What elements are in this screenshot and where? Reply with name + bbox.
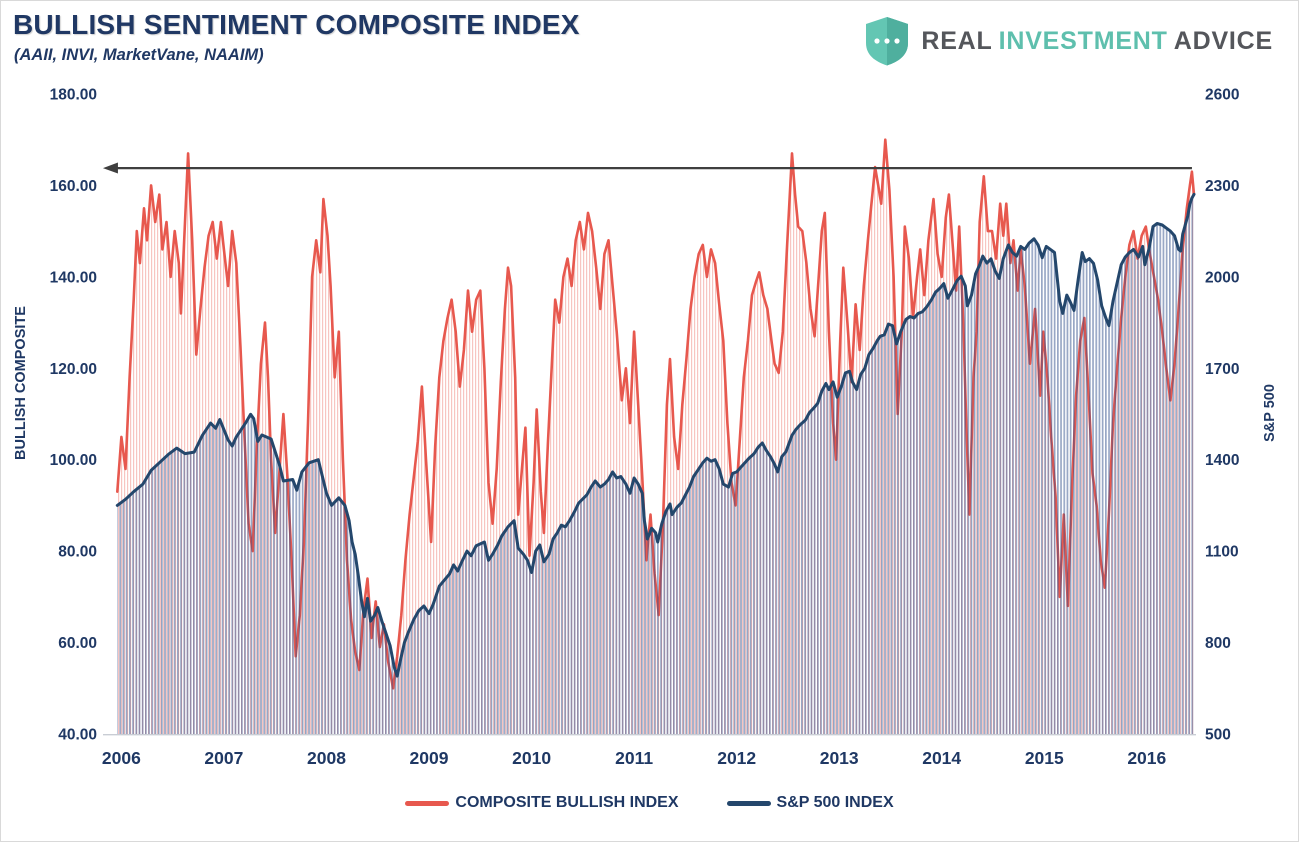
svg-text:1100: 1100 bbox=[1205, 544, 1239, 561]
logo-word-investment: INVESTMENT bbox=[998, 26, 1168, 55]
left-axis-tick-labels: 180.00 160.00 140.00 120.00 100.00 80.00 60.00… bbox=[50, 87, 97, 744]
svg-text:80.00: 80.00 bbox=[58, 544, 97, 561]
svg-text:140.00: 140.00 bbox=[50, 269, 97, 286]
svg-text:120.00: 120.00 bbox=[50, 361, 97, 378]
page-subtitle: (AAII, INVI, MarketVane, NAAIM) bbox=[14, 46, 264, 64]
legend-label-composite: COMPOSITE BULLISH INDEX bbox=[455, 794, 679, 811]
x-axis-year-labels: 2006 2007 2008 2009 2010 2011 2012 2013 2014 2015… bbox=[102, 748, 1167, 768]
svg-text:2016: 2016 bbox=[1127, 748, 1166, 768]
right-axis-title: S&P 500 bbox=[1262, 384, 1278, 442]
sp500-line bbox=[115, 192, 1196, 678]
svg-text:2014: 2014 bbox=[922, 748, 961, 768]
peak-level-arrow bbox=[102, 162, 1192, 174]
svg-text:2000: 2000 bbox=[1205, 269, 1239, 286]
real-investment-advice-logo: REAL INVESTMENT ADVICE bbox=[864, 16, 1273, 66]
legend-item-sp500: S&P 500 INDEX bbox=[726, 794, 894, 812]
svg-text:2011: 2011 bbox=[615, 748, 653, 768]
page-title: BULLISH SENTIMENT COMPOSITE INDEX bbox=[13, 9, 580, 40]
chart-legend: COMPOSITE BULLISH INDEX S&P 500 INDEX bbox=[1, 791, 1298, 815]
right-axis-tick-labels: 2600 2300 2000 1700 1400 1100 800 500 bbox=[1205, 87, 1239, 744]
svg-text:1700: 1700 bbox=[1205, 361, 1239, 378]
sp500-area bbox=[117, 194, 1194, 735]
svg-text:500: 500 bbox=[1205, 727, 1231, 744]
svg-text:2012: 2012 bbox=[717, 748, 756, 768]
composite-line-swatch-icon bbox=[405, 800, 450, 806]
logo-word-real: REAL bbox=[921, 26, 993, 55]
logo-word-advice: ADVICE bbox=[1173, 26, 1273, 55]
svg-text:2300: 2300 bbox=[1205, 178, 1239, 195]
legend-label-sp500: S&P 500 INDEX bbox=[776, 794, 894, 811]
svg-text:40.00: 40.00 bbox=[58, 727, 97, 744]
svg-text:1400: 1400 bbox=[1205, 452, 1239, 469]
svg-text:100.00: 100.00 bbox=[50, 452, 97, 469]
legend-item-composite: COMPOSITE BULLISH INDEX bbox=[405, 794, 679, 812]
left-axis-title: BULLISH COMPOSITE bbox=[13, 306, 29, 460]
svg-text:800: 800 bbox=[1205, 635, 1231, 652]
svg-text:2010: 2010 bbox=[512, 748, 551, 768]
svg-text:2600: 2600 bbox=[1205, 87, 1239, 104]
svg-text:2008: 2008 bbox=[307, 748, 346, 768]
svg-text:2009: 2009 bbox=[410, 748, 449, 768]
shield-icon bbox=[864, 16, 910, 66]
svg-text:2006: 2006 bbox=[102, 748, 141, 768]
sp500-line-swatch-icon bbox=[726, 800, 771, 806]
svg-text:60.00: 60.00 bbox=[58, 635, 97, 652]
svg-text:180.00: 180.00 bbox=[50, 87, 97, 104]
logo-wordmark: REAL INVESTMENT ADVICE bbox=[921, 27, 1273, 56]
svg-text:2013: 2013 bbox=[820, 748, 859, 768]
svg-text:2015: 2015 bbox=[1025, 748, 1064, 768]
svg-text:2007: 2007 bbox=[204, 748, 243, 768]
svg-text:160.00: 160.00 bbox=[50, 178, 97, 195]
